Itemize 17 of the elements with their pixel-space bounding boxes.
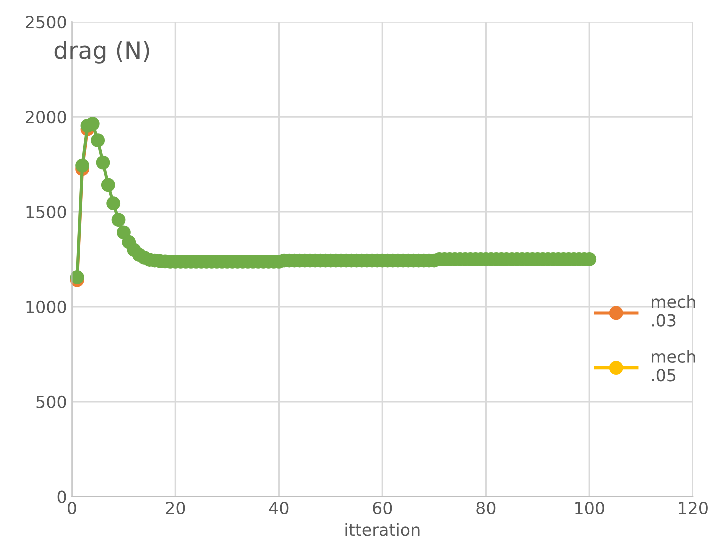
legend-label: mech .03 [652, 295, 696, 327]
y-tick-label: 1000 [26, 300, 66, 314]
legend-label: mech .05 [652, 350, 696, 382]
y-tick-label: 2000 [26, 110, 66, 124]
x-tick-label: 100 [576, 502, 604, 515]
x-axis-title: itteration [346, 523, 420, 536]
y-tick-label: 500 [36, 396, 66, 408]
y-tick-label: 0 [58, 490, 66, 504]
x-tick-label: 20 [166, 502, 186, 515]
y-tick-label: 2500 [26, 16, 66, 29]
x-tick-label: 40 [269, 502, 289, 515]
x-tick-label: 80 [476, 502, 496, 515]
y-axis-title: drag (N) [54, 41, 150, 64]
y-tick-label: 1500 [26, 206, 66, 219]
x-tick-label: 120 [679, 502, 708, 515]
x-tick-label: 0 [68, 502, 76, 515]
x-tick-label: 60 [373, 502, 392, 515]
